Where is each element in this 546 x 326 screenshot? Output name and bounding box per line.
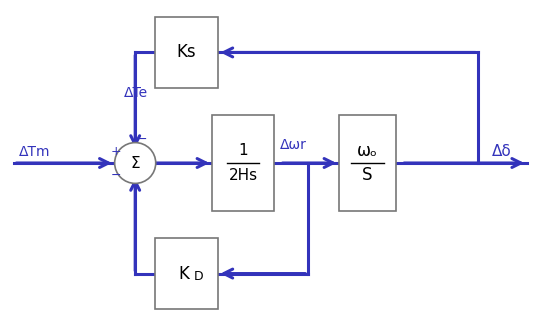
Text: Δδ: Δδ (492, 144, 512, 159)
FancyBboxPatch shape (339, 115, 396, 211)
Text: Δωr: Δωr (280, 138, 306, 152)
Text: Ks: Ks (177, 43, 197, 61)
Text: S: S (363, 167, 373, 185)
Ellipse shape (115, 142, 156, 184)
Text: ΔTm: ΔTm (19, 145, 50, 159)
Text: D: D (194, 270, 203, 283)
Text: ωₒ: ωₒ (357, 141, 378, 159)
FancyBboxPatch shape (156, 17, 218, 88)
FancyBboxPatch shape (212, 115, 274, 211)
Text: −: − (137, 132, 147, 145)
Text: 2Hs: 2Hs (229, 168, 258, 183)
Text: K: K (179, 265, 189, 283)
Text: −: − (111, 169, 122, 182)
Text: $\Sigma$: $\Sigma$ (130, 155, 140, 171)
Text: ΔTe: ΔTe (124, 85, 149, 99)
Text: 1: 1 (239, 143, 248, 158)
FancyBboxPatch shape (156, 238, 218, 309)
Text: +: + (111, 145, 122, 158)
